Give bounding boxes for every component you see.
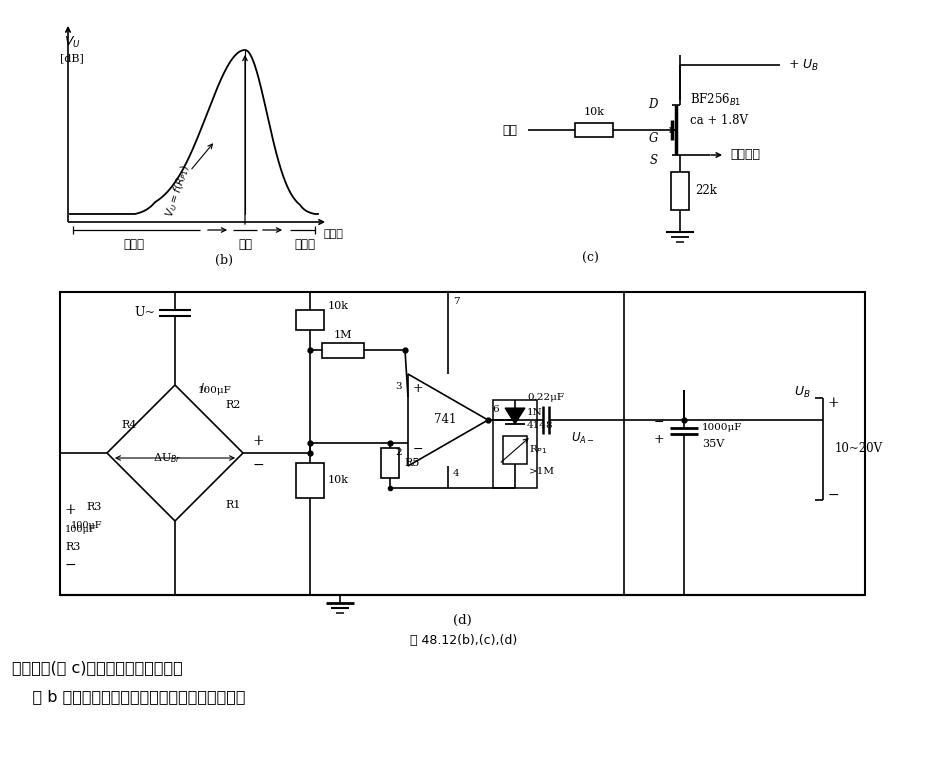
Text: 图 b 示出桥路调整未平衡和平衡时的增益曲线。: 图 b 示出桥路调整未平衡和平衡时的增益曲线。 — [12, 690, 246, 704]
Bar — [296, 310, 324, 330]
Text: 100μF: 100μF — [65, 526, 96, 535]
Text: 桥调整: 桥调整 — [324, 229, 344, 239]
Text: 至放大器: 至放大器 — [730, 149, 759, 162]
Text: U~: U~ — [133, 307, 155, 320]
Text: 10k: 10k — [327, 475, 349, 485]
Text: 平衡: 平衡 — [237, 237, 252, 250]
Text: 10k: 10k — [327, 301, 349, 311]
Text: +: + — [253, 434, 264, 448]
Text: BF256$_{B1}$: BF256$_{B1}$ — [690, 92, 741, 108]
Text: + $U_B$: + $U_B$ — [787, 57, 819, 72]
Bar — [502, 436, 527, 464]
Text: 未平衡: 未平衡 — [123, 237, 145, 250]
Text: R5: R5 — [403, 458, 419, 468]
Text: +: + — [65, 503, 77, 517]
Text: ca + 1.8V: ca + 1.8V — [690, 114, 747, 127]
Text: $I_r$: $I_r$ — [199, 381, 208, 395]
Bar — [670, 172, 688, 210]
Text: 4148: 4148 — [527, 421, 552, 430]
Text: R$_{P1}$: R$_{P1}$ — [528, 443, 547, 456]
Bar — [322, 343, 363, 358]
Text: (d): (d) — [452, 613, 471, 626]
Text: +: + — [413, 382, 423, 395]
Text: >1M: >1M — [528, 468, 554, 477]
Text: $V_U$: $V_U$ — [64, 34, 81, 50]
Bar — [575, 123, 613, 137]
Text: −: − — [413, 443, 423, 456]
Text: (c): (c) — [581, 252, 598, 265]
Text: R2: R2 — [224, 400, 240, 410]
Text: 35V: 35V — [701, 439, 723, 449]
Text: D: D — [648, 98, 657, 111]
Text: 1000μF: 1000μF — [701, 423, 742, 433]
Text: R3: R3 — [86, 502, 102, 512]
Text: −: − — [827, 488, 839, 502]
Bar — [60, 292, 864, 595]
Text: ΔU$_{Br}$: ΔU$_{Br}$ — [153, 451, 181, 465]
Text: 隔离电路(图 c)连接输入和输出两端。: 隔离电路(图 c)连接输入和输出两端。 — [12, 661, 183, 675]
Text: 6: 6 — [491, 405, 498, 414]
Bar — [381, 448, 399, 478]
Text: 自桥: 自桥 — [502, 124, 516, 137]
Text: 741: 741 — [433, 414, 456, 427]
Text: G: G — [648, 131, 657, 144]
Text: 0.22μF: 0.22μF — [527, 394, 564, 403]
Text: $U_B$: $U_B$ — [794, 385, 810, 400]
Text: 图 48.12(b),(c),(d): 图 48.12(b),(c),(d) — [410, 633, 517, 646]
Text: −: − — [253, 458, 264, 472]
Text: 100μF: 100μF — [197, 387, 232, 395]
Text: S: S — [649, 153, 657, 166]
Text: 10~20V: 10~20V — [834, 443, 883, 456]
Text: 4: 4 — [452, 469, 459, 478]
Text: 2: 2 — [395, 449, 402, 458]
Text: R4: R4 — [121, 420, 136, 430]
Text: $V_U = f(R_{P1})$: $V_U = f(R_{P1})$ — [163, 163, 193, 219]
Text: 未平衡: 未平衡 — [294, 237, 315, 250]
Text: −: − — [653, 416, 664, 429]
Text: 3: 3 — [395, 382, 402, 391]
Text: 1N: 1N — [527, 408, 542, 417]
Text: −: − — [65, 558, 77, 572]
Text: 1M: 1M — [334, 330, 352, 340]
Text: 10k: 10k — [583, 107, 603, 117]
Text: R1: R1 — [224, 500, 240, 510]
Text: (b): (b) — [215, 253, 233, 266]
Text: +: + — [653, 433, 664, 446]
Text: +: + — [827, 396, 839, 410]
Text: 22k: 22k — [694, 183, 716, 197]
Text: 100μF: 100μF — [70, 521, 102, 530]
Text: $U_{A-}$: $U_{A-}$ — [570, 430, 594, 446]
Bar — [492, 400, 537, 488]
Bar — [296, 463, 324, 498]
Polygon shape — [504, 408, 525, 424]
Text: [dB]: [dB] — [60, 53, 83, 63]
Text: R3: R3 — [65, 542, 81, 552]
Text: 7: 7 — [452, 298, 459, 307]
